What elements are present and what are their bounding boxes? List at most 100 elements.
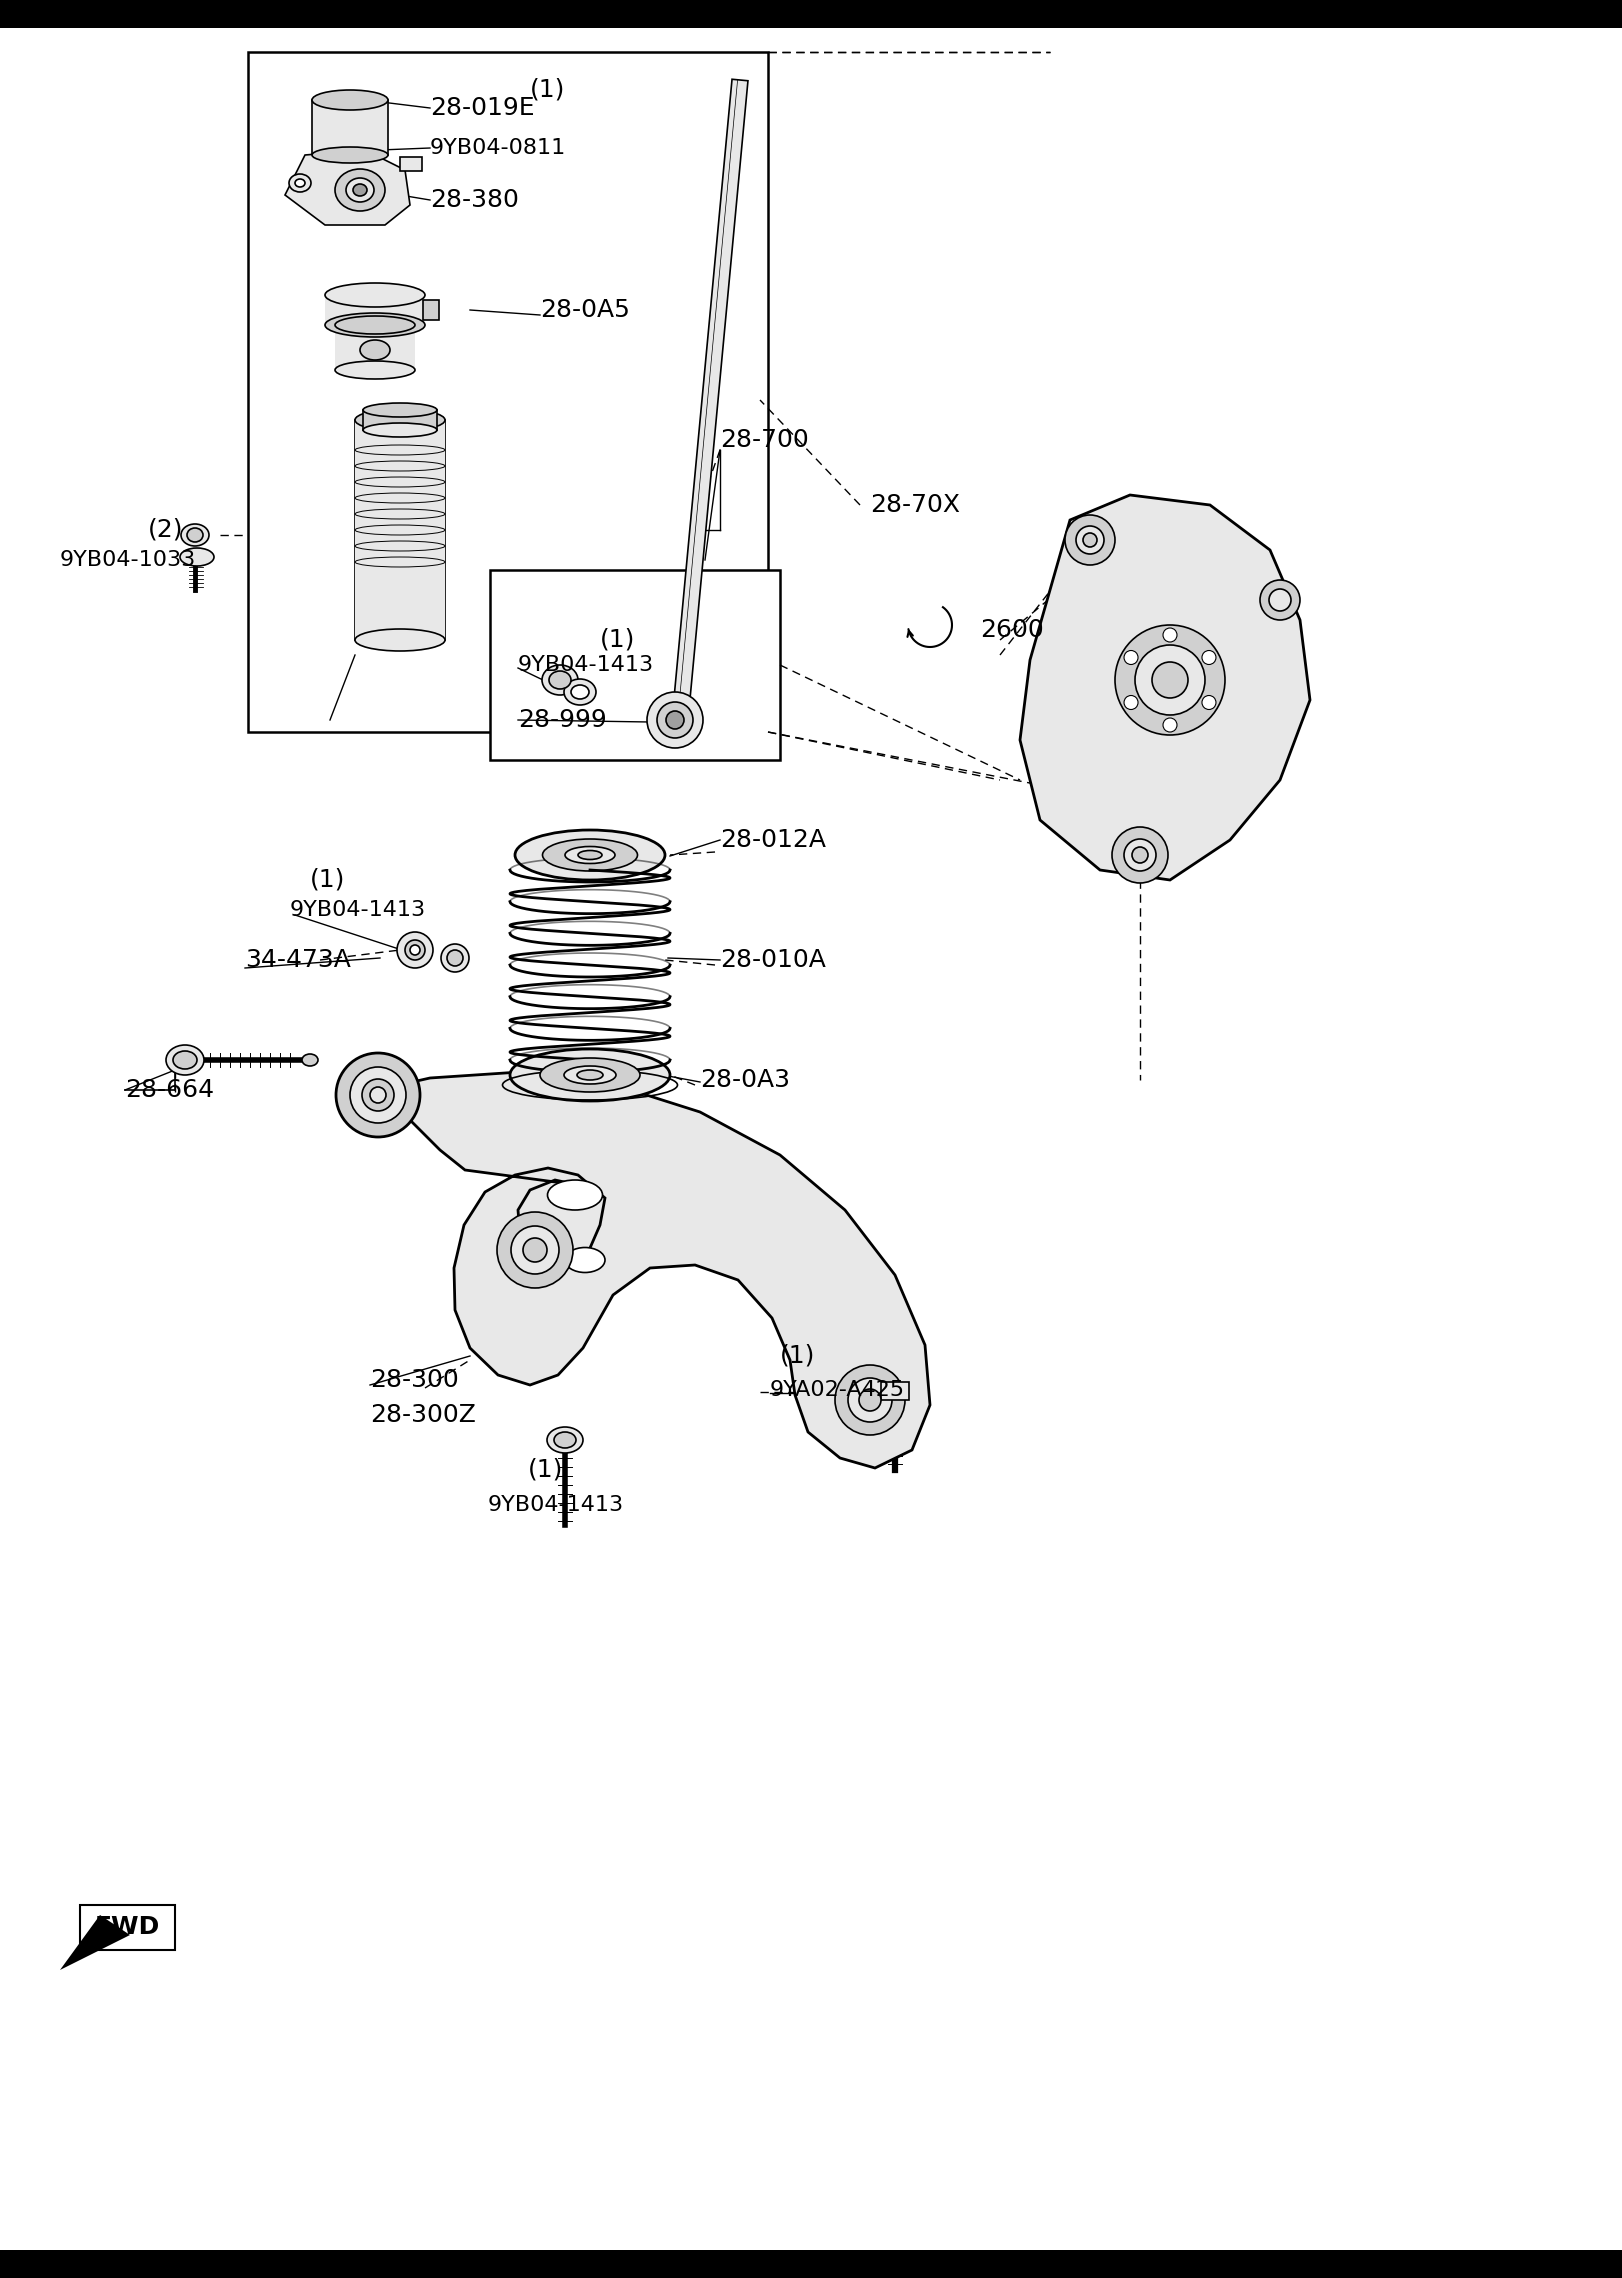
- Ellipse shape: [577, 1071, 603, 1080]
- Bar: [490, 570, 780, 761]
- Circle shape: [1268, 590, 1291, 611]
- Circle shape: [448, 950, 462, 966]
- Ellipse shape: [295, 180, 305, 187]
- Circle shape: [397, 932, 433, 968]
- Text: 2600: 2600: [980, 617, 1043, 642]
- Ellipse shape: [354, 185, 367, 196]
- Ellipse shape: [363, 424, 436, 437]
- Bar: [0, 0, 1622, 27]
- Text: 28-0A3: 28-0A3: [701, 1068, 790, 1091]
- Circle shape: [410, 945, 420, 954]
- Ellipse shape: [555, 1433, 576, 1449]
- Ellipse shape: [571, 686, 589, 699]
- Ellipse shape: [174, 1050, 196, 1068]
- Ellipse shape: [187, 528, 203, 542]
- Ellipse shape: [324, 282, 425, 308]
- Polygon shape: [672, 80, 748, 720]
- Circle shape: [1132, 847, 1148, 863]
- Text: 28-664: 28-664: [125, 1077, 214, 1103]
- Text: (1): (1): [600, 629, 636, 652]
- Text: 9YB04-1413: 9YB04-1413: [488, 1494, 624, 1515]
- Ellipse shape: [547, 1426, 582, 1453]
- Circle shape: [657, 702, 693, 738]
- Ellipse shape: [336, 360, 415, 378]
- Circle shape: [1202, 695, 1216, 708]
- Ellipse shape: [540, 1057, 641, 1091]
- Text: 28-70X: 28-70X: [869, 492, 960, 517]
- Bar: [248, 52, 767, 731]
- Circle shape: [667, 711, 684, 729]
- Ellipse shape: [165, 1046, 204, 1075]
- Bar: [363, 410, 436, 431]
- Text: (2): (2): [148, 517, 183, 542]
- Circle shape: [860, 1390, 881, 1410]
- Text: 34-473A: 34-473A: [245, 948, 350, 973]
- Circle shape: [350, 1066, 406, 1123]
- Circle shape: [1083, 533, 1096, 547]
- Ellipse shape: [289, 173, 311, 191]
- Text: FWD: FWD: [94, 1916, 161, 1939]
- Text: (1): (1): [530, 77, 566, 103]
- Circle shape: [848, 1378, 892, 1421]
- Ellipse shape: [180, 549, 214, 565]
- Ellipse shape: [345, 178, 375, 203]
- Bar: [79, 1904, 175, 1950]
- Ellipse shape: [577, 850, 602, 859]
- Text: 9YB04-1413: 9YB04-1413: [290, 900, 427, 920]
- Circle shape: [1124, 838, 1156, 870]
- Circle shape: [522, 1237, 547, 1262]
- Bar: [324, 294, 425, 326]
- Ellipse shape: [542, 665, 577, 695]
- Ellipse shape: [311, 148, 388, 164]
- Circle shape: [1163, 718, 1178, 731]
- Circle shape: [1135, 645, 1205, 715]
- Circle shape: [406, 941, 425, 959]
- Text: 28-999: 28-999: [517, 708, 607, 731]
- Polygon shape: [285, 150, 410, 226]
- Text: 28-0A5: 28-0A5: [540, 298, 629, 321]
- Bar: [881, 1383, 908, 1401]
- Ellipse shape: [302, 1055, 318, 1066]
- Text: 28-300: 28-300: [370, 1369, 459, 1392]
- Bar: [311, 100, 388, 155]
- Circle shape: [1124, 695, 1139, 708]
- Circle shape: [336, 1052, 420, 1137]
- Text: 28-019E: 28-019E: [430, 96, 535, 121]
- Text: 28-012A: 28-012A: [720, 827, 826, 852]
- Text: 28-380: 28-380: [430, 189, 519, 212]
- Text: 9YB04-0811: 9YB04-0811: [430, 139, 566, 157]
- Bar: [355, 419, 444, 640]
- Ellipse shape: [548, 1180, 602, 1210]
- Ellipse shape: [360, 339, 389, 360]
- Ellipse shape: [509, 1048, 670, 1100]
- Ellipse shape: [336, 317, 415, 335]
- Text: (1): (1): [780, 1344, 816, 1367]
- Text: 28-010A: 28-010A: [720, 948, 826, 973]
- Bar: [423, 301, 440, 319]
- Circle shape: [511, 1226, 560, 1273]
- Circle shape: [1113, 827, 1168, 884]
- Text: 28-700: 28-700: [720, 428, 809, 451]
- Ellipse shape: [324, 312, 425, 337]
- Ellipse shape: [542, 838, 637, 870]
- Circle shape: [362, 1080, 394, 1112]
- Circle shape: [441, 943, 469, 973]
- Polygon shape: [355, 1073, 929, 1467]
- Ellipse shape: [564, 847, 615, 863]
- Bar: [0, 2251, 1622, 2278]
- Circle shape: [835, 1365, 905, 1435]
- Ellipse shape: [363, 403, 436, 417]
- Circle shape: [370, 1087, 386, 1103]
- Ellipse shape: [336, 169, 384, 212]
- Polygon shape: [60, 1916, 130, 1970]
- Circle shape: [496, 1212, 573, 1287]
- Text: 9YA02-A425: 9YA02-A425: [770, 1380, 905, 1401]
- Circle shape: [1066, 515, 1114, 565]
- Ellipse shape: [182, 524, 209, 547]
- Circle shape: [1075, 526, 1105, 554]
- Circle shape: [1260, 581, 1299, 620]
- Text: (1): (1): [310, 868, 345, 893]
- Ellipse shape: [564, 679, 595, 704]
- Ellipse shape: [516, 829, 665, 879]
- Circle shape: [1124, 652, 1139, 665]
